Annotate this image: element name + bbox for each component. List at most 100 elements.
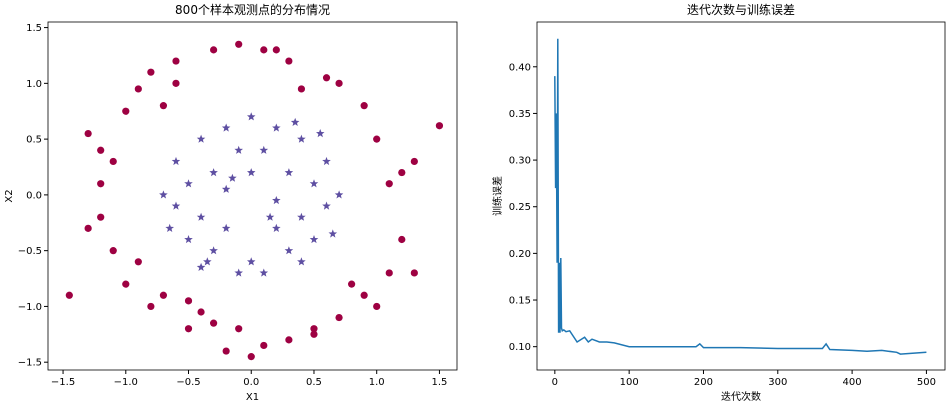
star-point <box>297 212 306 221</box>
circle-point <box>122 107 130 115</box>
star-point <box>297 257 306 266</box>
star-point <box>322 201 331 210</box>
star-point <box>234 268 243 277</box>
star-point <box>284 246 294 255</box>
star-point <box>272 123 281 132</box>
y-axis-label: 训练误差 <box>491 176 504 216</box>
star-point <box>171 156 181 166</box>
circle-point <box>84 224 92 232</box>
star-point <box>297 134 306 143</box>
circle-point <box>373 135 381 143</box>
x-axis-label: 迭代次数 <box>721 390 761 403</box>
y-tick-label: 0.15 <box>509 296 531 307</box>
circle-point <box>335 79 343 87</box>
y-tick-label: 0.40 <box>509 62 531 73</box>
circle-point <box>310 330 318 338</box>
circle-point <box>172 57 180 65</box>
star-point <box>284 168 294 177</box>
circle-point <box>385 269 393 277</box>
x-tick-label: −1.5 <box>51 377 75 388</box>
star-point <box>309 179 319 188</box>
circle-point <box>184 297 193 305</box>
circle-point <box>109 157 117 166</box>
x-tick-label: 1.0 <box>369 377 385 388</box>
circle-point <box>97 213 105 221</box>
y-tick-label: 0.0 <box>26 190 42 201</box>
star-point <box>322 156 331 166</box>
star-point <box>290 117 300 126</box>
star-point <box>247 168 256 177</box>
circle-point <box>272 46 280 54</box>
circle-point <box>159 291 168 299</box>
circle-point <box>385 180 393 188</box>
x-tick-label: 100 <box>620 377 639 388</box>
star-point <box>316 129 325 138</box>
star-point <box>184 179 193 188</box>
star-point <box>165 223 174 232</box>
circle-point <box>147 68 155 76</box>
circle-point <box>134 258 142 266</box>
star-point <box>272 196 281 205</box>
circle-point <box>134 85 142 93</box>
star-point <box>221 184 231 193</box>
circle-point <box>435 122 444 130</box>
circle-point <box>184 325 193 333</box>
circle-point <box>109 247 117 255</box>
star-point <box>159 190 168 199</box>
chart-title: 迭代次数与训练误差 <box>687 2 795 17</box>
circle-point <box>285 57 293 65</box>
chart-title: 800个样本观测点的分布情况 <box>175 2 330 17</box>
circle-point <box>172 79 180 87</box>
plot-frame <box>47 21 458 371</box>
star-point <box>228 173 237 182</box>
y-tick-label: 1.5 <box>26 23 42 34</box>
star-point <box>171 201 181 210</box>
y-tick-label: −0.5 <box>18 246 42 257</box>
circle-point <box>97 146 105 154</box>
x-tick-label: 300 <box>768 377 787 388</box>
x-tick-label: 500 <box>917 377 936 388</box>
circle-point <box>235 325 243 333</box>
x-axis-label: X1 <box>246 392 259 403</box>
x-tick-label: 0.5 <box>306 377 322 388</box>
y-tick-label: 1.0 <box>26 79 42 90</box>
circle-point <box>285 336 293 344</box>
circle-point <box>410 269 418 277</box>
circle-point <box>260 341 268 350</box>
star-point <box>334 190 344 199</box>
star-point <box>259 145 269 154</box>
y-axis-label: X2 <box>4 189 15 202</box>
circle-point <box>147 302 155 311</box>
x-tick-label: −1.0 <box>114 377 138 388</box>
star-point <box>184 235 193 244</box>
circle-point <box>222 347 230 355</box>
y-tick-label: 0.30 <box>509 156 531 167</box>
star-point <box>196 262 206 271</box>
circle-point <box>247 353 255 361</box>
circle-point <box>335 313 343 322</box>
star-point <box>309 235 319 244</box>
y-tick-label: 0.20 <box>509 249 531 260</box>
circle-point <box>97 180 105 188</box>
star-point <box>272 223 281 232</box>
star-point <box>265 212 275 221</box>
star-point <box>221 223 231 232</box>
star-point <box>209 168 218 177</box>
x-tick-label: 400 <box>843 377 862 388</box>
x-tick-label: 200 <box>694 377 713 388</box>
y-tick-label: 0.25 <box>509 202 531 213</box>
y-tick-label: 0.5 <box>26 135 42 146</box>
circle-point <box>159 102 168 110</box>
star-point <box>247 112 256 121</box>
x-tick-label: −0.5 <box>176 377 200 388</box>
star-point <box>196 134 206 143</box>
circle-point <box>360 102 368 110</box>
circle-point <box>122 280 130 288</box>
circle-point <box>398 235 406 244</box>
circle-point <box>398 168 406 177</box>
circle-point <box>84 129 92 138</box>
star-point <box>203 257 212 266</box>
star-point <box>196 212 206 221</box>
circle-point <box>373 302 381 311</box>
